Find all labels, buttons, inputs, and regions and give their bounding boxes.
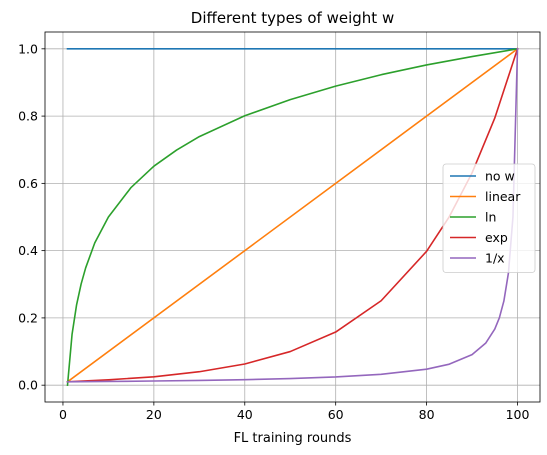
legend-label: ln — [485, 210, 496, 225]
legend: no w linear ln exp 1/x — [442, 163, 536, 273]
plot-frame — [44, 31, 541, 403]
series-line-linear — [66, 47, 519, 383]
legend-label: 1/x — [485, 251, 505, 266]
y-tick-label: 0.0 — [18, 378, 38, 393]
series-lines — [66, 47, 519, 387]
y-tick-label: 0.8 — [18, 109, 38, 124]
x-tick-label: 40 — [237, 407, 253, 422]
x-tick-label: 100 — [506, 407, 530, 422]
legend-box — [442, 163, 536, 273]
x-tick-label: 20 — [146, 407, 162, 422]
series-line-1-x — [66, 47, 519, 383]
y-tick-label: 0.2 — [18, 310, 38, 325]
x-tick-label: 80 — [419, 407, 435, 422]
legend-label: no w — [485, 169, 515, 184]
y-tick-label: 0.6 — [18, 176, 38, 191]
x-axis-label: FL training rounds — [234, 431, 352, 446]
axis-ticks: 0 20 40 60 80 100 0.0 0.2 0.4 0.6 0.8 1.0 — [18, 41, 529, 422]
x-tick-label: 0 — [59, 407, 67, 422]
x-tick-label: 60 — [328, 407, 344, 422]
legend-label: exp — [485, 230, 508, 245]
y-tick-label: 0.4 — [18, 243, 38, 258]
legend-label: linear — [485, 189, 521, 204]
y-tick-label: 1.0 — [18, 41, 38, 56]
series-line-ln — [66, 47, 519, 387]
chart-title: Different types of weight w — [191, 9, 394, 27]
